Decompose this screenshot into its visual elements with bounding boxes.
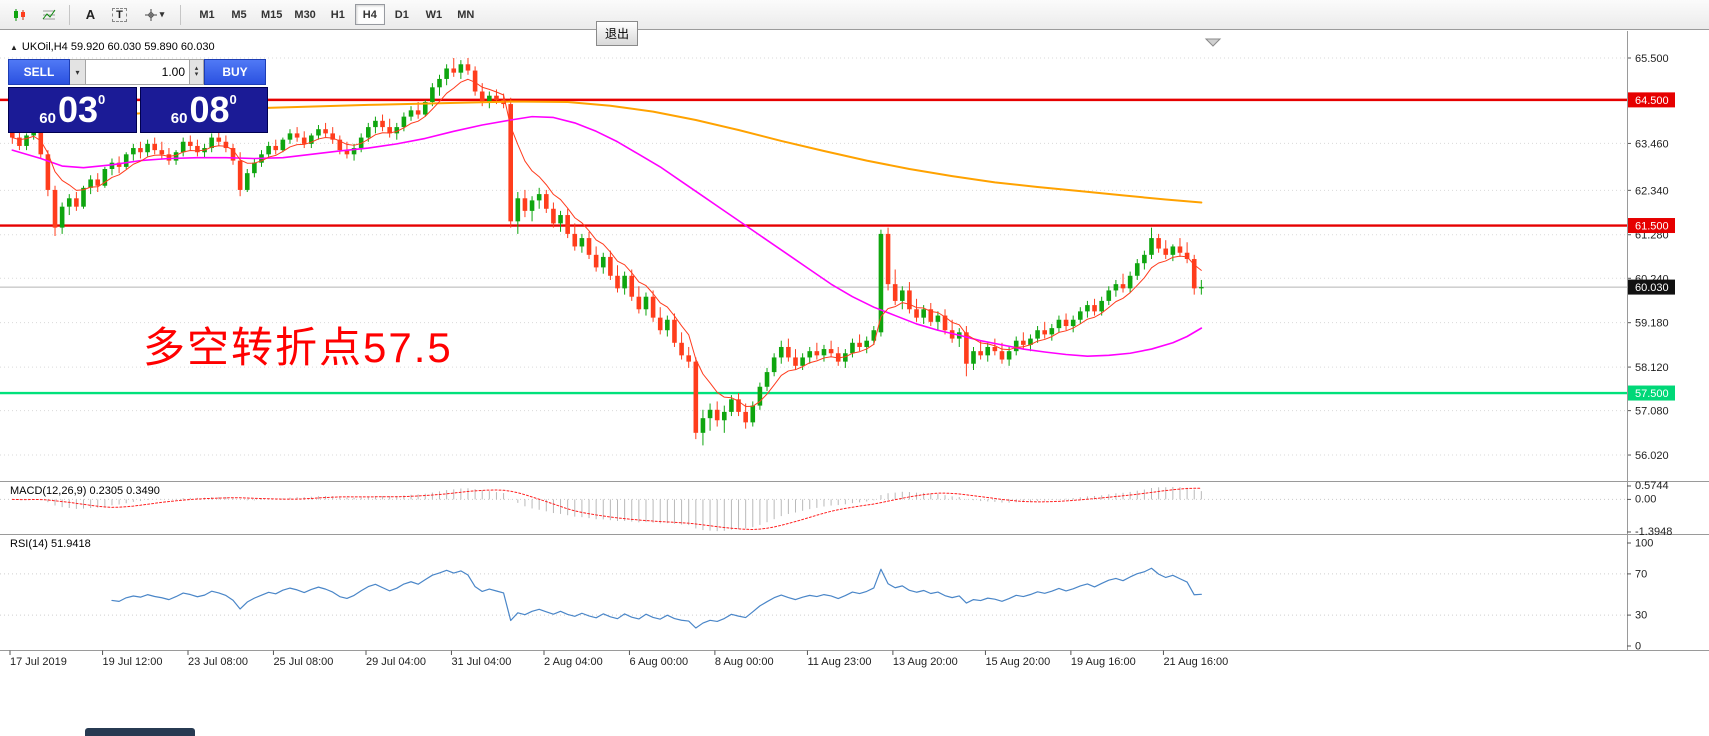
svg-text:63.460: 63.460 bbox=[1635, 138, 1669, 150]
sell-price-small: 60 bbox=[39, 110, 56, 127]
exit-button[interactable]: 退出 bbox=[596, 21, 638, 46]
buy-button[interactable]: BUY bbox=[204, 59, 266, 85]
timeframe-button-H1[interactable]: H1 bbox=[330, 8, 345, 21]
toolbar-separator bbox=[69, 4, 70, 25]
svg-text:25 Jul 08:00: 25 Jul 08:00 bbox=[273, 656, 333, 668]
buy-price-big: 08 bbox=[189, 89, 230, 130]
time-axis: 17 Jul 2019 19 Jul 12:00 23 Jul 08:00 25 Ju… bbox=[9, 650, 1228, 668]
chevron-down-icon: ▾ bbox=[159, 9, 165, 19]
timeframe-button-M30[interactable]: M30 bbox=[294, 8, 316, 21]
charts-icon bbox=[13, 8, 25, 21]
svg-text:56.020: 56.020 bbox=[1635, 450, 1669, 462]
text-a-icon: A bbox=[85, 7, 96, 22]
svg-text:13 Aug 20:00: 13 Aug 20:00 bbox=[893, 656, 958, 668]
symbol-info-text: UKOil,H4 59.920 60.030 59.890 60.030 bbox=[21, 41, 215, 53]
timeframe-button-M15[interactable]: M15 bbox=[261, 8, 283, 21]
svg-text:2 Aug 04:00: 2 Aug 04:00 bbox=[544, 656, 603, 668]
chevron-down-icon: ▾ bbox=[75, 67, 80, 77]
timeframe-button-M5[interactable]: M5 bbox=[231, 8, 247, 21]
indicators-icon bbox=[42, 9, 55, 19]
spinner-up-icon: ▴ bbox=[194, 65, 199, 72]
crosshair-icon bbox=[144, 8, 157, 21]
svg-text:11 Aug 23:00: 11 Aug 23:00 bbox=[807, 656, 871, 668]
sell-button[interactable]: SELL bbox=[8, 59, 70, 85]
sell-price-big: 03 bbox=[57, 89, 98, 130]
timeframe-button-MN[interactable]: MN bbox=[457, 8, 475, 21]
svg-text:21 Aug 16:00: 21 Aug 16:00 bbox=[1163, 656, 1228, 668]
timeframe-button-D1[interactable]: D1 bbox=[394, 8, 409, 21]
buy-price-small: 60 bbox=[170, 110, 188, 127]
charts-icon-button[interactable] bbox=[6, 4, 33, 26]
timeframe-button-H4[interactable]: H4 bbox=[354, 4, 385, 25]
text-a-icon-button[interactable]: A bbox=[77, 4, 104, 26]
svg-text:64.500: 64.500 bbox=[1635, 95, 1669, 107]
crosshair-icon-button[interactable]: ▾ bbox=[135, 4, 173, 26]
price-axis-badges: 64.500 61.500 60.030 57.500 bbox=[1628, 92, 1675, 401]
toolbar-separator bbox=[180, 4, 181, 25]
svg-text:57.080: 57.080 bbox=[1635, 406, 1669, 418]
macd-histogram bbox=[18, 486, 1202, 532]
macd-label: MACD(12,26,9) 0.2305 0.3490 bbox=[10, 485, 160, 497]
chart-shift-marker[interactable] bbox=[1204, 38, 1222, 47]
svg-text:29 Jul 04:00: 29 Jul 04:00 bbox=[366, 656, 426, 668]
svg-text:19 Aug 16:00: 19 Aug 16:00 bbox=[1071, 656, 1136, 668]
ma-mid-line bbox=[11, 115, 1203, 357]
sell-price-display[interactable]: 60 03 0 bbox=[8, 87, 137, 133]
sell-price-sup: 0 bbox=[98, 92, 106, 107]
macd-signal-line bbox=[11, 487, 1202, 531]
candles-layer bbox=[10, 58, 1204, 446]
timeframe-button-M1[interactable]: M1 bbox=[199, 8, 215, 21]
symbol-info: ▲ UKOil,H4 59.920 60.030 59.890 60.030 bbox=[10, 41, 215, 53]
svg-text:23 Jul 08:00: 23 Jul 08:00 bbox=[188, 656, 248, 668]
svg-text:57.500: 57.500 bbox=[1635, 388, 1669, 400]
svg-text:65.500: 65.500 bbox=[1635, 53, 1669, 65]
svg-text:0.5744: 0.5744 bbox=[1635, 480, 1669, 492]
svg-text:31 Jul 04:00: 31 Jul 04:00 bbox=[451, 656, 511, 668]
indicators-icon-button[interactable] bbox=[35, 4, 62, 26]
buy-price-sup: 0 bbox=[229, 92, 237, 107]
ma-fast-line bbox=[11, 78, 1202, 408]
svg-text:70: 70 bbox=[1635, 568, 1647, 580]
volume-dropdown[interactable]: ▾ bbox=[70, 59, 86, 85]
horizontal-level-lines[interactable] bbox=[0, 98, 1627, 395]
svg-text:15 Aug 20:00: 15 Aug 20:00 bbox=[985, 656, 1050, 668]
text-t-icon-button[interactable]: T bbox=[106, 4, 133, 26]
svg-text:60.030: 60.030 bbox=[1635, 282, 1669, 294]
timeframe-button-W1[interactable]: W1 bbox=[425, 8, 443, 21]
svg-text:58.120: 58.120 bbox=[1635, 362, 1669, 374]
window-edge-fragment bbox=[85, 728, 195, 736]
svg-text:59.180: 59.180 bbox=[1635, 318, 1669, 330]
volume-spinner[interactable]: ▴ ▾ bbox=[190, 59, 204, 85]
svg-text:8 Aug 00:00: 8 Aug 00:00 bbox=[715, 656, 774, 668]
svg-text:0.00: 0.00 bbox=[1635, 493, 1656, 505]
toolbar: A T ▾ M1 M5 M15 M30 H1 H4 D1 W1 MN bbox=[0, 0, 1709, 30]
one-click-trade-panel: SELL ▾ ▴ ▾ BUY 60 03 0 60 08 0 bbox=[8, 59, 268, 133]
svg-text:62.340: 62.340 bbox=[1635, 185, 1669, 197]
spinner-down-icon: ▾ bbox=[194, 71, 199, 78]
buy-price-display[interactable]: 60 08 0 bbox=[139, 87, 268, 133]
rsi-label: RSI(14) 51.9418 bbox=[10, 538, 91, 550]
svg-text:6 Aug 00:00: 6 Aug 00:00 bbox=[629, 656, 688, 668]
volume-input[interactable] bbox=[86, 59, 190, 85]
svg-text:-1.3948: -1.3948 bbox=[1635, 526, 1672, 538]
svg-text:100: 100 bbox=[1635, 538, 1653, 550]
timeframe-group: M1 M5 M15 M30 H1 H4 D1 W1 MN bbox=[191, 4, 482, 25]
svg-text:17 Jul 2019: 17 Jul 2019 bbox=[10, 656, 67, 668]
svg-text:61.500: 61.500 bbox=[1635, 221, 1669, 233]
svg-text:0: 0 bbox=[1635, 641, 1641, 653]
rsi-line bbox=[111, 567, 1202, 629]
svg-text:30: 30 bbox=[1635, 610, 1647, 622]
text-t-icon: T bbox=[112, 7, 127, 22]
chart-annotation: 多空转折点57.5 bbox=[143, 324, 453, 371]
ma-slow-line bbox=[11, 100, 1203, 204]
svg-text:19 Jul 12:00: 19 Jul 12:00 bbox=[103, 656, 163, 668]
symbol-up-triangle-icon: ▲ bbox=[10, 42, 18, 52]
